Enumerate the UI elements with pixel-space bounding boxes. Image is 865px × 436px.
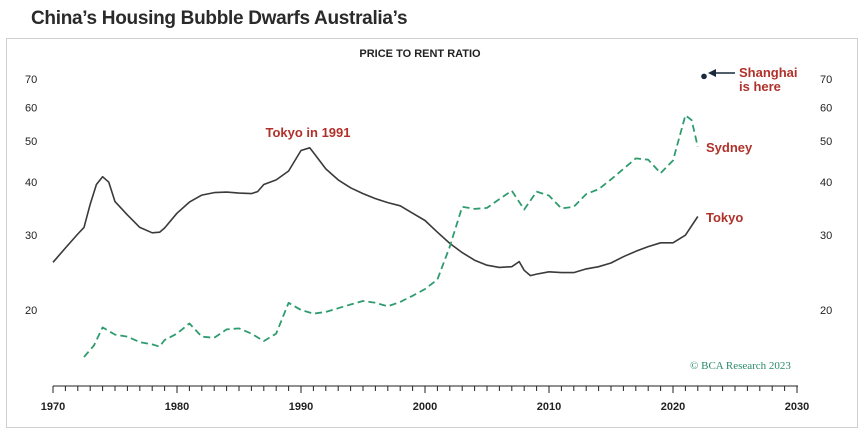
credit-text: © BCA Research 2023 [690,360,791,372]
x-tick-label: 1980 [165,401,189,413]
x-tick-label: 2000 [413,401,437,413]
x-tick-label: 2010 [537,401,561,413]
y-tick-label-left: 20 [25,305,37,317]
tokyo-series-label: Tokyo [706,210,743,225]
y-axis-right: 20 30 40 50 60 70 [820,74,832,317]
sydney-series-label: Sydney [706,140,753,155]
shanghai-marker [701,73,707,80]
y-tick-label-right: 50 [820,136,832,148]
series-line-sydney [83,114,699,358]
x-tick-label: 2030 [785,401,809,413]
chart-title: China’s Housing Bubble Dwarfs Australia’… [31,8,408,29]
y-tick-label-left: 70 [25,74,37,86]
y-tick-label-right: 70 [820,74,832,86]
y-tick-label-left: 60 [25,102,37,114]
x-tick-label: 1990 [289,401,313,413]
shanghai-label-line2: is here [739,79,781,94]
y-tick-label-right: 20 [820,305,832,317]
chart-frame [6,38,858,428]
y-tick-label-right: 30 [820,230,832,242]
y-tick-label-left: 40 [25,177,37,189]
shanghai-label-line1: Shanghai [739,65,798,80]
series-line-tokyo [52,147,699,277]
x-tick-label: 2020 [661,401,685,413]
y-tick-label-right: 40 [820,177,832,189]
tokyo-1991-label: Tokyo in 1991 [265,125,350,140]
shanghai-arrow [708,69,735,77]
y-tick-label-left: 30 [25,230,37,242]
x-tick-label: 1970 [41,401,65,413]
y-tick-label-left: 50 [25,136,37,148]
y-tick-label-right: 60 [820,102,832,114]
x-axis: 1970 1980 1990 2000 2010 2020 2030 [41,386,809,413]
series-layer [52,114,699,358]
chart-subtitle: PRICE TO RENT RATIO [359,48,481,60]
y-axis-left: 20 30 40 50 60 70 [25,74,37,317]
